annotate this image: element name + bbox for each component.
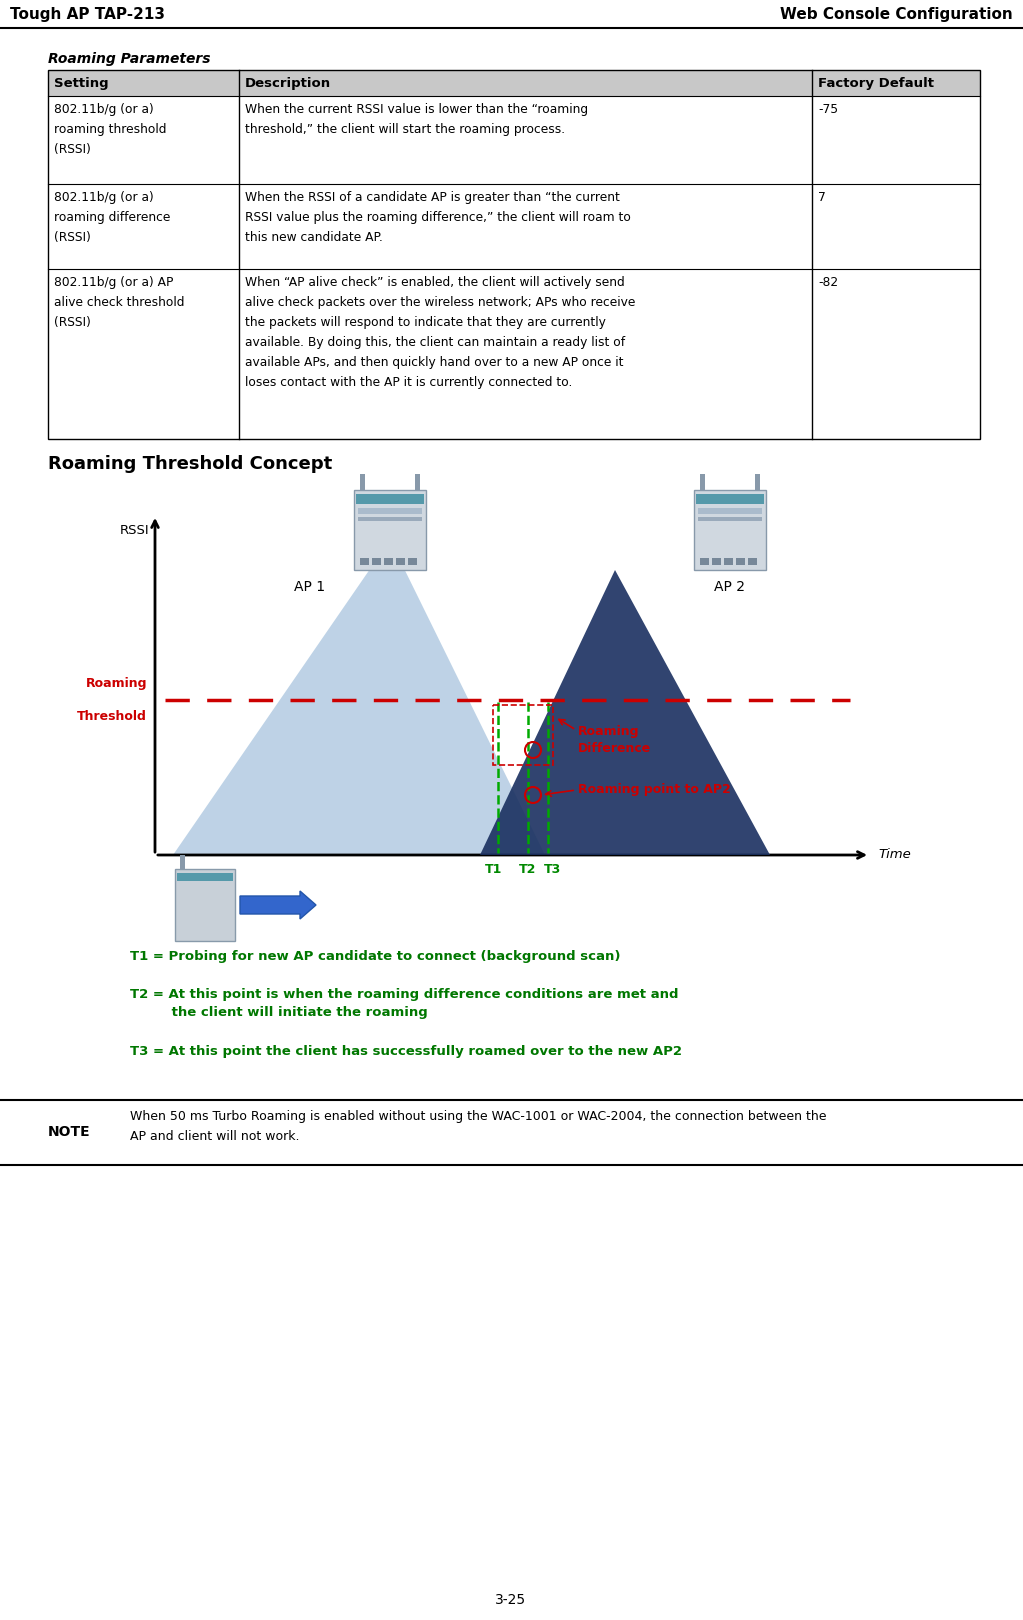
- Text: T2 = At this point is when the roaming difference conditions are met and
       : T2 = At this point is when the roaming d…: [130, 988, 678, 1019]
- Text: When 50 ms Turbo Roaming is enabled without using the WAC-1001 or WAC-2004, the : When 50 ms Turbo Roaming is enabled with…: [130, 1110, 827, 1144]
- Bar: [736, 557, 745, 565]
- Polygon shape: [480, 570, 770, 855]
- Bar: [396, 557, 405, 565]
- Bar: [724, 557, 733, 565]
- Text: Web Console Configuration: Web Console Configuration: [781, 6, 1013, 21]
- Text: Roaming Threshold Concept: Roaming Threshold Concept: [48, 455, 332, 473]
- Text: 802.11b/g (or a) AP
alive check threshold
(RSSI): 802.11b/g (or a) AP alive check threshol…: [54, 275, 184, 329]
- Text: T1: T1: [485, 863, 502, 876]
- Text: AP 2: AP 2: [714, 580, 746, 595]
- Polygon shape: [173, 539, 545, 855]
- Bar: [384, 557, 393, 565]
- Text: T3: T3: [543, 863, 561, 876]
- Text: Threshold: Threshold: [77, 710, 147, 723]
- Text: -82: -82: [818, 275, 839, 288]
- Bar: [372, 557, 381, 565]
- Bar: [354, 489, 426, 570]
- Text: Roaming Parameters: Roaming Parameters: [48, 52, 211, 66]
- Bar: [177, 873, 233, 881]
- Text: Setting: Setting: [54, 76, 108, 89]
- Bar: [356, 494, 424, 504]
- Text: When the RSSI of a candidate AP is greater than “the current
RSSI value plus the: When the RSSI of a candidate AP is great…: [246, 191, 631, 245]
- Text: RSSI: RSSI: [120, 523, 149, 536]
- Bar: [360, 475, 365, 489]
- Text: 3-25: 3-25: [495, 1592, 527, 1607]
- Text: Time: Time: [878, 849, 910, 862]
- Text: NOTE: NOTE: [48, 1126, 91, 1139]
- Bar: [360, 557, 369, 565]
- Text: Roaming: Roaming: [86, 677, 147, 690]
- Text: -75: -75: [818, 104, 839, 117]
- Bar: [698, 509, 762, 514]
- Text: T3 = At this point the client has successfully roamed over to the new AP2: T3 = At this point the client has succes…: [130, 1045, 682, 1058]
- Text: AP 1: AP 1: [295, 580, 325, 595]
- Bar: [358, 509, 422, 514]
- Bar: [696, 494, 764, 504]
- Text: When “AP alive check” is enabled, the client will actively send
alive check pack: When “AP alive check” is enabled, the cl…: [246, 275, 635, 389]
- Text: 802.11b/g (or a)
roaming difference
(RSSI): 802.11b/g (or a) roaming difference (RSS…: [54, 191, 171, 245]
- Bar: [48, 70, 980, 439]
- Bar: [748, 557, 757, 565]
- Text: T1 = Probing for new AP candidate to connect (background scan): T1 = Probing for new AP candidate to con…: [130, 949, 621, 962]
- Text: When the current RSSI value is lower than the “roaming
threshold,” the client wi: When the current RSSI value is lower tha…: [246, 104, 588, 136]
- Bar: [180, 855, 185, 868]
- Text: Factory Default: Factory Default: [818, 76, 934, 89]
- Text: Tough AP TAP-213: Tough AP TAP-213: [10, 6, 165, 21]
- Bar: [700, 475, 705, 489]
- Bar: [700, 557, 709, 565]
- Text: 802.11b/g (or a)
roaming threshold
(RSSI): 802.11b/g (or a) roaming threshold (RSSI…: [54, 104, 167, 156]
- Text: Description: Description: [246, 76, 331, 89]
- Bar: [755, 475, 760, 489]
- Bar: [408, 557, 417, 565]
- Bar: [493, 705, 553, 765]
- Text: T2: T2: [520, 863, 537, 876]
- Text: Roaming point to AP2: Roaming point to AP2: [578, 784, 730, 797]
- Bar: [712, 557, 721, 565]
- FancyArrow shape: [240, 891, 316, 919]
- Bar: [175, 868, 235, 941]
- Text: Roaming
Difference: Roaming Difference: [578, 726, 652, 755]
- Bar: [48, 70, 980, 96]
- Bar: [698, 517, 762, 522]
- Bar: [415, 475, 420, 489]
- Bar: [694, 489, 766, 570]
- Text: 7: 7: [818, 191, 826, 204]
- Bar: [358, 517, 422, 522]
